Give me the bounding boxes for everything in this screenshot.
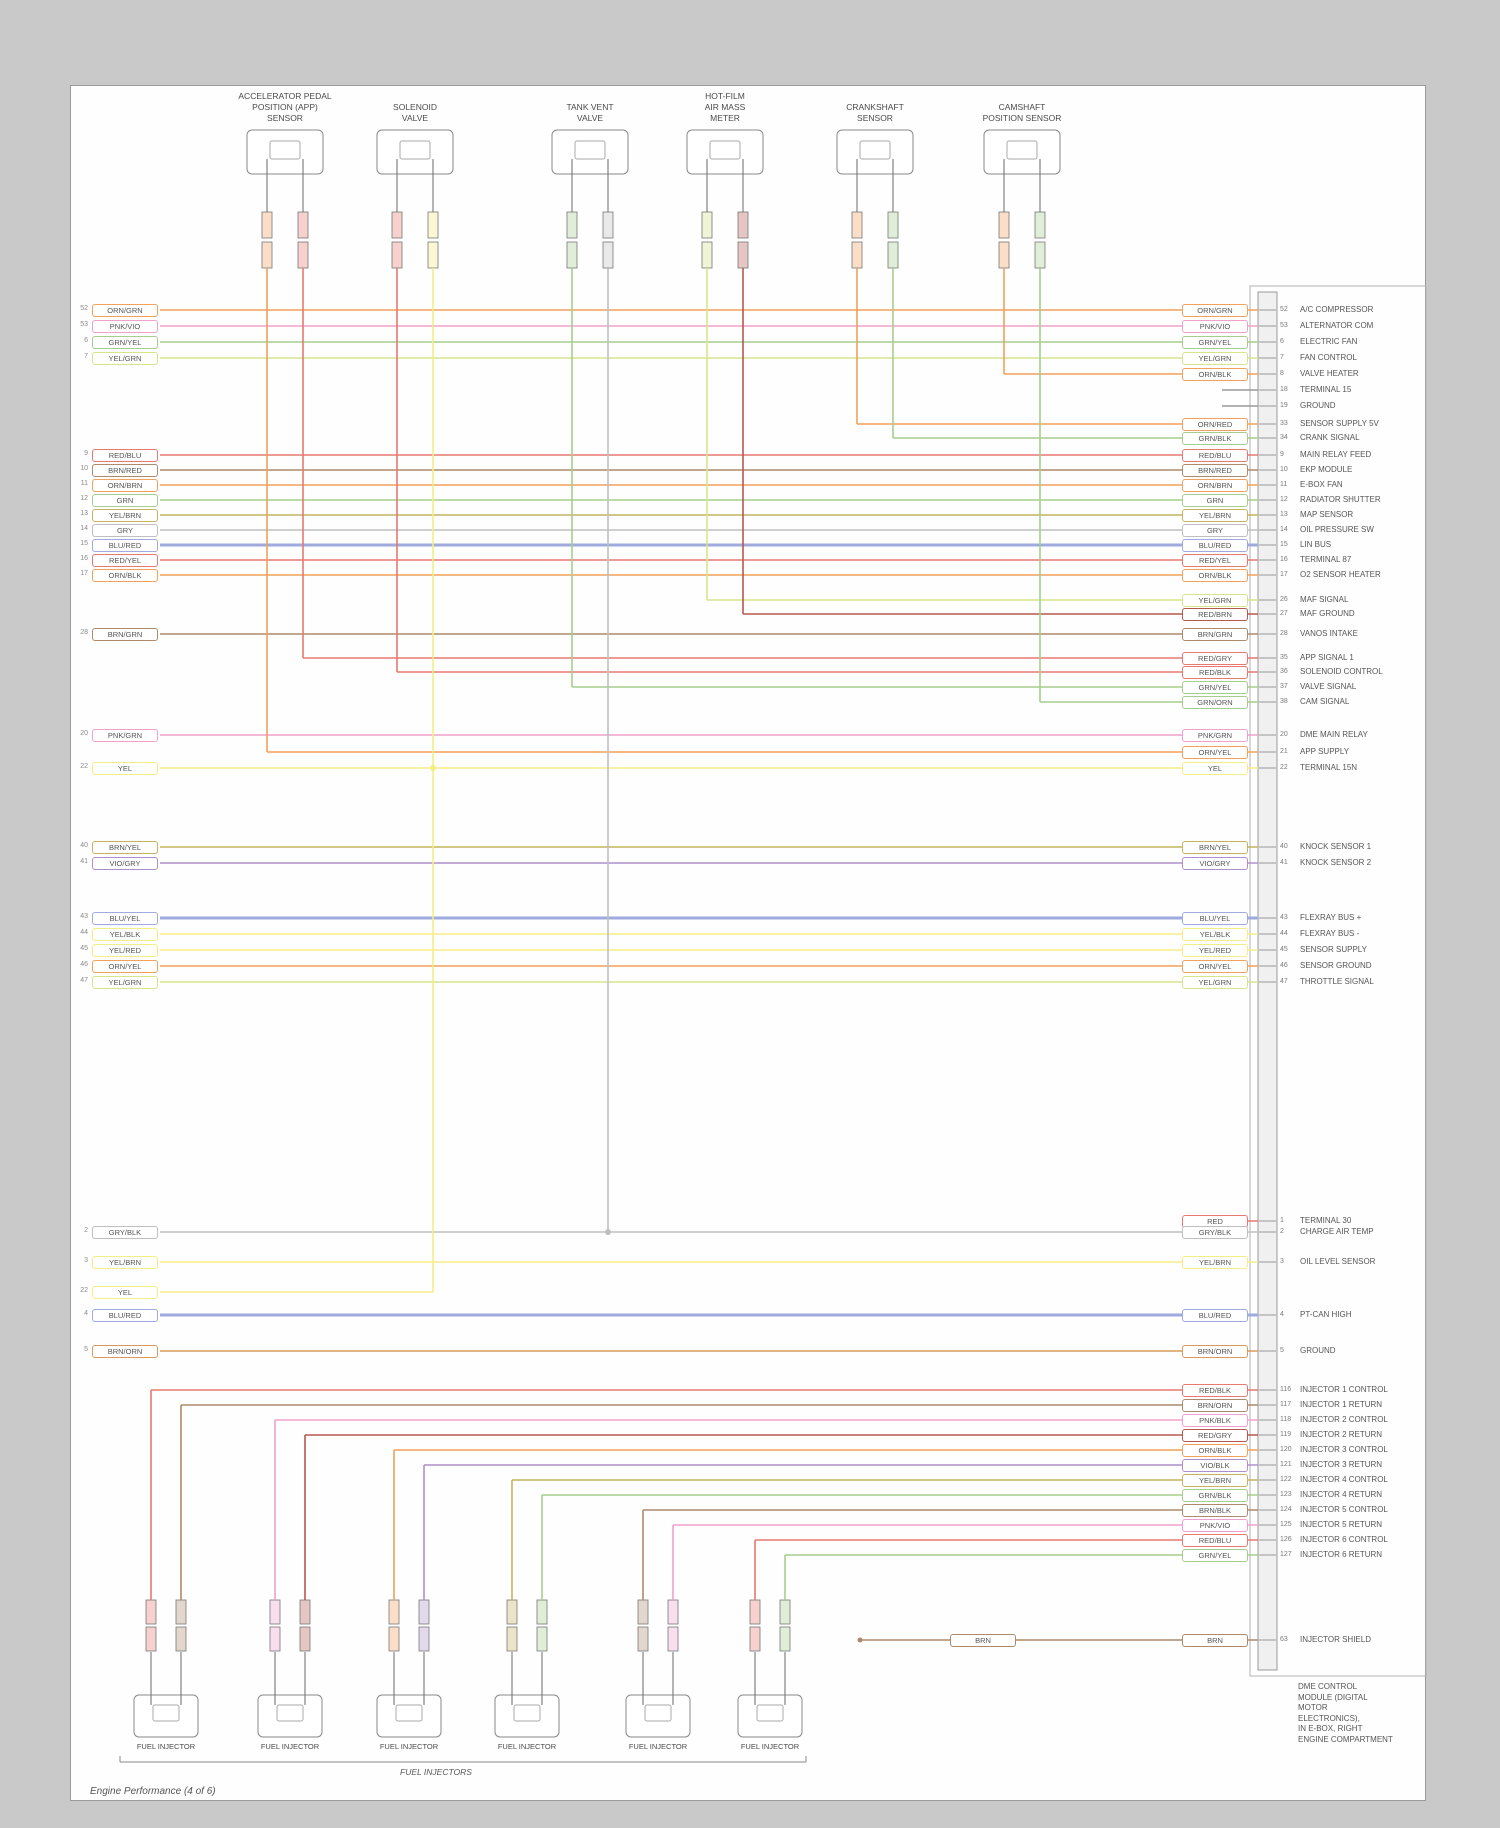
- diagram-footer-title: Engine Performance (4 of 6): [90, 1786, 216, 1797]
- pin-connector-block: [269, 1626, 281, 1652]
- pin-connector-block: [602, 241, 614, 269]
- component-connector-glyph: [709, 140, 741, 160]
- pin-connector-block: [602, 211, 614, 239]
- pin-connector-block: [297, 211, 309, 239]
- pin-connector-block: [701, 211, 713, 239]
- injector-connector-glyph: [644, 1704, 672, 1722]
- component-connector-glyph: [859, 140, 891, 160]
- pin-connector-block: [566, 241, 578, 269]
- pin-connector-block: [391, 241, 403, 269]
- pin-connector-block: [299, 1626, 311, 1652]
- pin-connector-block: [887, 211, 899, 239]
- wire-terminal: [857, 1637, 863, 1643]
- pin-connector-block: [667, 1599, 679, 1625]
- injector-box: [257, 1694, 323, 1738]
- pin-connector-block: [1034, 241, 1046, 269]
- pin-connector-block: [1034, 211, 1046, 239]
- injector-connector-glyph: [513, 1704, 541, 1722]
- pin-connector-block: [779, 1626, 791, 1652]
- pin-connector-block: [427, 241, 439, 269]
- module-caption-line: DME CONTROL: [1298, 1682, 1358, 1691]
- component-box: [376, 129, 454, 175]
- pin-connector-block: [175, 1626, 187, 1652]
- pin-connector-block: [536, 1626, 548, 1652]
- component-box: [551, 129, 629, 175]
- pin-connector-block: [297, 241, 309, 269]
- pin-connector-block: [418, 1626, 430, 1652]
- pin-connector-block: [851, 241, 863, 269]
- pin-connector-block: [667, 1626, 679, 1652]
- component-box: [836, 129, 914, 175]
- component-connector-glyph: [574, 140, 606, 160]
- pin-connector-block: [998, 241, 1010, 269]
- dme-module-caption: DME CONTROL MODULE (DIGITAL MOTOR ELECTRONI…: [1298, 1682, 1393, 1745]
- pin-connector-block: [737, 241, 749, 269]
- pin-connector-block: [145, 1599, 157, 1625]
- injector-box: [133, 1694, 199, 1738]
- injector-box: [494, 1694, 560, 1738]
- junction-dot: [430, 765, 436, 771]
- pin-connector-block: [737, 211, 749, 239]
- injector-box: [625, 1694, 691, 1738]
- injector-connector-glyph: [756, 1704, 784, 1722]
- pin-connector-block: [391, 211, 403, 239]
- module-caption-line: MODULE (DIGITAL: [1298, 1692, 1368, 1702]
- injector-box: [376, 1694, 442, 1738]
- pin-connector-block: [427, 211, 439, 239]
- pin-connector-block: [261, 241, 273, 269]
- injector-connector-glyph: [276, 1704, 304, 1722]
- component-connector-glyph: [399, 140, 431, 160]
- junction-dot: [605, 1229, 611, 1235]
- pin-connector-block: [175, 1599, 187, 1625]
- pin-connector-block: [418, 1599, 430, 1625]
- control-module-outline: [1249, 285, 1427, 1677]
- pin-connector-block: [506, 1626, 518, 1652]
- pin-connector-block: [701, 241, 713, 269]
- component-connector-glyph: [269, 140, 301, 160]
- component-connector-glyph: [1006, 140, 1038, 160]
- injector-box: [737, 1694, 803, 1738]
- module-caption-line: ELECTRONICS),: [1298, 1713, 1360, 1723]
- module-caption-line: MOTOR: [1298, 1703, 1328, 1712]
- pin-connector-block: [779, 1599, 791, 1625]
- pin-connector-block: [299, 1599, 311, 1625]
- pin-connector-block: [749, 1626, 761, 1652]
- pin-connector-block: [749, 1599, 761, 1625]
- module-caption-line: IN E-BOX, RIGHT: [1298, 1724, 1363, 1733]
- module-caption-line: ENGINE COMPARTMENT: [1298, 1734, 1393, 1744]
- pin-connector-block: [566, 211, 578, 239]
- pin-connector-block: [887, 241, 899, 269]
- connector-strip: [1257, 291, 1278, 1671]
- pin-connector-block: [506, 1599, 518, 1625]
- component-box: [983, 129, 1061, 175]
- pin-connector-block: [145, 1626, 157, 1652]
- pin-connector-block: [637, 1599, 649, 1625]
- injector-connector-glyph: [152, 1704, 180, 1722]
- pin-connector-block: [637, 1626, 649, 1652]
- pin-connector-block: [998, 211, 1010, 239]
- component-box: [246, 129, 324, 175]
- pin-connector-block: [269, 1599, 281, 1625]
- injector-connector-glyph: [395, 1704, 423, 1722]
- pin-connector-block: [388, 1626, 400, 1652]
- pin-connector-block: [536, 1599, 548, 1625]
- pin-connector-block: [388, 1599, 400, 1625]
- pin-connector-block: [851, 211, 863, 239]
- component-box: [686, 129, 764, 175]
- pin-connector-block: [261, 211, 273, 239]
